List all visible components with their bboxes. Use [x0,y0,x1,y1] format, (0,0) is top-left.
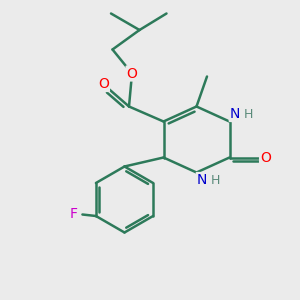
Text: O: O [260,151,271,164]
Text: H: H [243,107,253,121]
Text: N: N [197,173,207,187]
Text: N: N [230,107,240,121]
Text: O: O [127,67,137,80]
Text: F: F [69,208,77,221]
Text: H: H [210,173,220,187]
Text: O: O [98,77,109,91]
